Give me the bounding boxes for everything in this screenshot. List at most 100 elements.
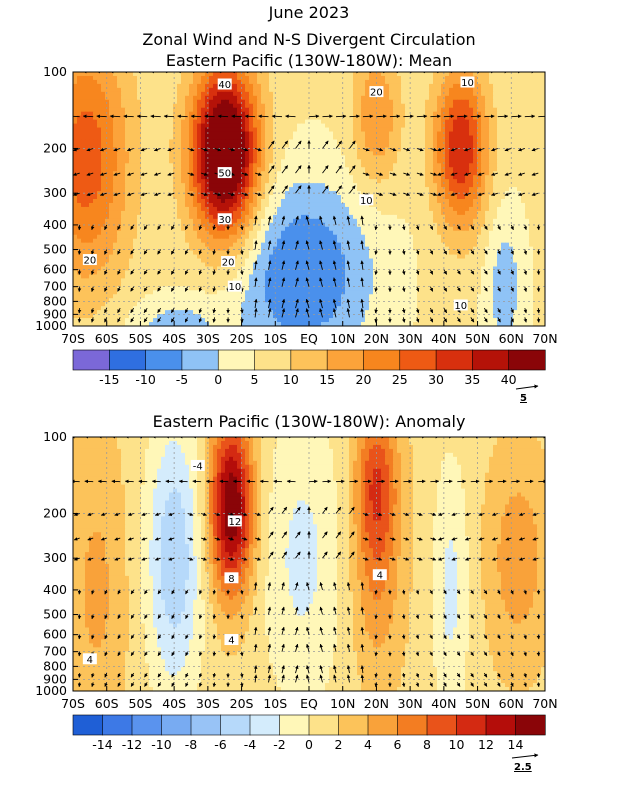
field-cell — [189, 87, 194, 93]
field-cell — [173, 210, 178, 216]
field-cell — [537, 234, 542, 240]
field-cell — [301, 179, 306, 184]
field-cell — [445, 115, 450, 121]
field-cell — [473, 202, 478, 208]
field-cell — [505, 179, 510, 184]
field-cell — [453, 195, 458, 200]
field-cell — [445, 202, 450, 208]
field-cell — [249, 230, 254, 236]
field-cell — [193, 214, 198, 220]
field-cell — [213, 218, 218, 224]
field-cell — [333, 79, 338, 85]
field-cell — [313, 72, 318, 77]
field-cell — [497, 91, 502, 97]
field-cell — [529, 119, 534, 125]
field-cell — [177, 199, 182, 204]
field-cell — [213, 99, 218, 105]
field-cell — [321, 95, 326, 101]
field-cell — [389, 123, 394, 129]
field-cell — [321, 230, 326, 236]
field-cell — [373, 175, 378, 180]
field-cell — [181, 183, 186, 188]
field-cell — [253, 202, 258, 208]
field-cell — [109, 234, 114, 240]
field-cell — [473, 143, 478, 149]
field-cell — [481, 123, 486, 129]
field-cell — [121, 103, 126, 109]
field-cell — [289, 151, 294, 156]
field-cell — [421, 214, 426, 220]
field-cell — [193, 87, 198, 93]
field-cell — [101, 143, 106, 149]
field-cell — [325, 103, 330, 109]
field-cell — [141, 179, 146, 184]
field-cell — [141, 75, 146, 81]
field-cell — [277, 139, 282, 145]
field-cell — [121, 179, 126, 184]
field-cell — [505, 139, 510, 145]
field-cell — [445, 99, 450, 105]
field-cell — [125, 87, 130, 93]
field-cell — [305, 143, 310, 149]
field-cell — [137, 123, 142, 129]
field-cell — [105, 119, 110, 125]
field-cell — [445, 72, 450, 77]
field-cell — [337, 75, 342, 81]
field-cell — [145, 147, 150, 152]
field-cell — [317, 143, 322, 149]
field-cell — [497, 72, 502, 77]
field-cell — [181, 79, 186, 85]
field-cell — [289, 87, 294, 93]
field-cell — [497, 147, 502, 152]
field-cell — [217, 202, 222, 208]
field-cell — [229, 222, 234, 228]
field-cell — [481, 202, 486, 208]
field-cell — [461, 87, 466, 93]
field-cell — [165, 79, 170, 85]
field-cell — [521, 175, 526, 180]
field-cell — [453, 218, 458, 224]
field-cell — [357, 210, 362, 216]
field-cell — [509, 72, 514, 77]
field-cell — [385, 202, 390, 208]
field-cell — [345, 195, 350, 200]
field-cell — [445, 131, 450, 137]
field-cell — [241, 139, 246, 145]
field-cell — [189, 210, 194, 216]
field-cell — [249, 139, 254, 145]
field-cell — [73, 72, 78, 77]
field-cell — [393, 179, 398, 184]
field-cell — [437, 91, 442, 97]
field-cell — [85, 234, 90, 240]
field-cell — [129, 131, 134, 137]
field-cell — [497, 87, 502, 93]
field-cell — [329, 83, 334, 89]
field-cell — [105, 210, 110, 216]
field-cell — [529, 210, 534, 216]
field-cell — [321, 155, 326, 160]
field-cell — [525, 167, 530, 172]
field-cell — [93, 95, 98, 101]
field-cell — [277, 218, 282, 224]
field-cell — [169, 131, 174, 137]
field-cell — [269, 75, 274, 81]
field-cell — [133, 107, 138, 113]
field-cell — [289, 135, 294, 141]
field-cell — [261, 214, 266, 220]
field-cell — [129, 210, 134, 216]
field-cell — [425, 222, 430, 228]
field-cell — [157, 206, 162, 212]
field-cell — [437, 107, 442, 113]
field-cell — [389, 83, 394, 89]
field-cell — [121, 131, 126, 137]
field-cell — [369, 139, 374, 145]
field-cell — [141, 151, 146, 156]
field-cell — [409, 83, 414, 89]
field-cell — [393, 111, 398, 117]
field-cell — [189, 234, 194, 240]
field-cell — [453, 127, 458, 133]
field-cell — [433, 95, 438, 101]
field-cell — [193, 226, 198, 232]
field-cell — [213, 83, 218, 89]
field-cell — [265, 155, 270, 160]
